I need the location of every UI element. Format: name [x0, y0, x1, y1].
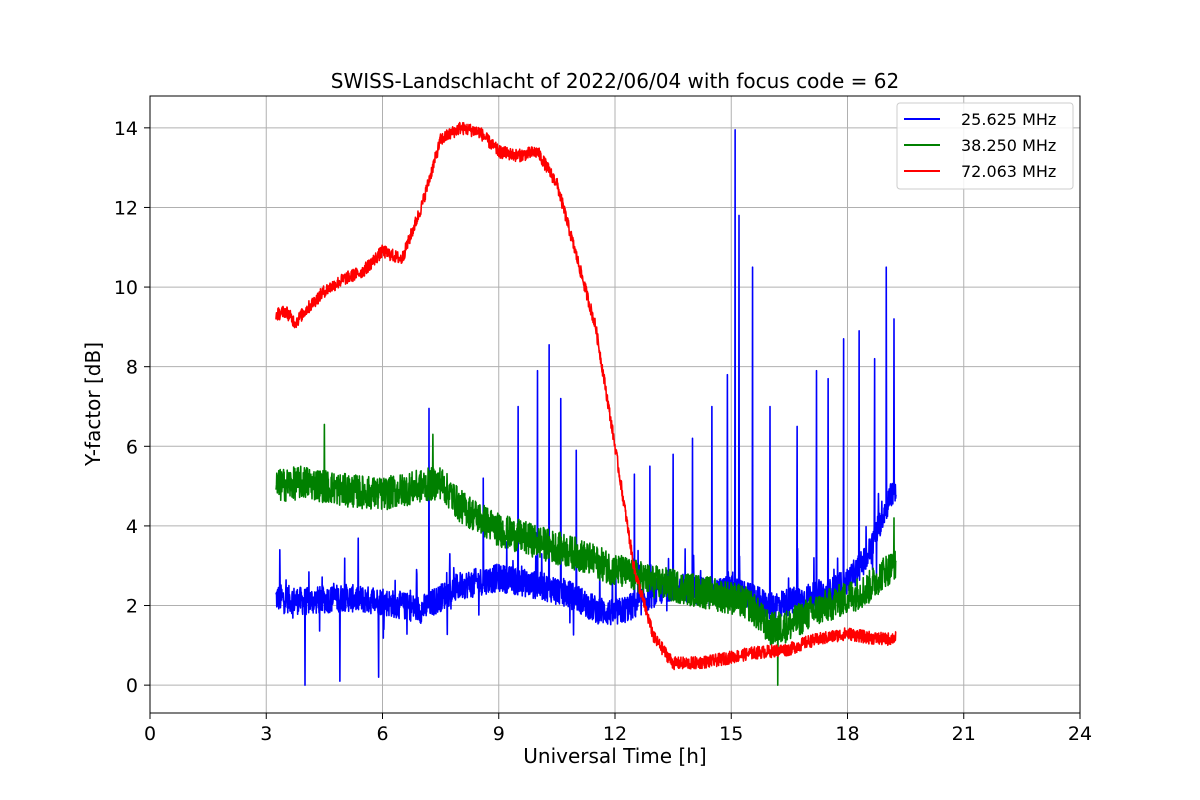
y-tick-label: 0	[126, 675, 138, 697]
y-tick-label: 6	[126, 436, 138, 458]
x-tick-label: 24	[1068, 723, 1092, 745]
y-axis-label: Y-factor [dB]	[81, 342, 105, 467]
y-tick-label: 2	[126, 596, 138, 618]
y-tick-label: 12	[114, 197, 138, 219]
x-tick-label: 0	[144, 723, 156, 745]
legend-label: 38.250 MHz	[961, 136, 1056, 155]
legend-label: 25.625 MHz	[961, 110, 1056, 129]
series-line	[275, 121, 897, 671]
x-tick-label: 21	[952, 723, 976, 745]
series-line	[275, 423, 897, 686]
x-tick-label: 6	[376, 723, 388, 745]
chart-title: SWISS-Landschlacht of 2022/06/04 with fo…	[331, 69, 899, 93]
legend-label: 72.063 MHz	[961, 162, 1056, 181]
x-tick-label: 3	[260, 723, 272, 745]
y-tick-label: 8	[126, 357, 138, 379]
x-tick-label: 12	[603, 723, 627, 745]
y-tick-label: 10	[114, 277, 138, 299]
x-tick-label: 9	[493, 723, 505, 745]
x-axis-label: Universal Time [h]	[523, 744, 706, 768]
x-tick-label: 15	[719, 723, 743, 745]
y-tick-label: 4	[126, 516, 138, 538]
series-line	[275, 129, 897, 686]
x-tick-label: 18	[835, 723, 859, 745]
legend-box	[896, 102, 1074, 190]
legend: 25.625 MHz 38.250 MHz 72.063 MHz	[896, 102, 1074, 190]
plot-area	[275, 121, 897, 686]
y-tick-label: 14	[114, 118, 138, 140]
